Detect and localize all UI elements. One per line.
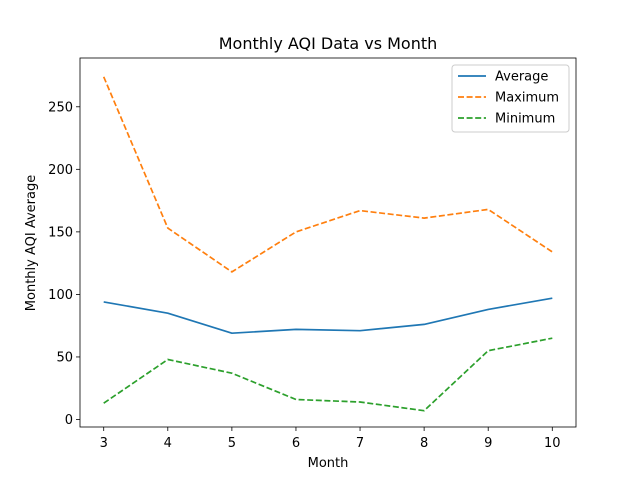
y-tick-label: 150 bbox=[48, 225, 73, 240]
series-line-average bbox=[103, 297, 553, 335]
x-tick-label: 6 bbox=[292, 436, 300, 451]
legend: Average Maximum Minimum bbox=[451, 64, 570, 133]
plot-area bbox=[79, 57, 577, 428]
y-tick-label: 0 bbox=[65, 413, 73, 428]
y-tick-label: 100 bbox=[48, 288, 73, 303]
y-axis-label: Monthly AQI Average bbox=[24, 175, 39, 311]
x-tick-label: 4 bbox=[164, 436, 172, 451]
series-line-maximum bbox=[102, 76, 553, 273]
y-tick-label: 250 bbox=[48, 100, 73, 115]
legend-label-average: Average bbox=[495, 70, 548, 85]
x-tick-label: 5 bbox=[228, 436, 236, 451]
plot-frame bbox=[79, 57, 577, 428]
x-axis-label: Month bbox=[308, 456, 349, 471]
x-tick-label: 3 bbox=[100, 436, 108, 451]
series-line-minimum bbox=[103, 337, 553, 412]
y-axis: 0 50 100 150 200 250 bbox=[48, 100, 80, 428]
x-tick-label: 9 bbox=[484, 436, 492, 451]
x-tick-label: 8 bbox=[420, 436, 428, 451]
y-tick-label: 200 bbox=[48, 163, 73, 178]
series-group bbox=[102, 76, 553, 412]
legend-label-maximum: Maximum bbox=[495, 91, 559, 106]
y-tick-label: 50 bbox=[56, 350, 73, 365]
chart-title: Monthly AQI Data vs Month bbox=[219, 34, 438, 53]
x-tick-label: 7 bbox=[356, 436, 364, 451]
x-axis: 3 4 5 6 7 8 9 10 bbox=[100, 427, 561, 451]
x-tick-label: 10 bbox=[544, 436, 561, 451]
legend-box bbox=[451, 64, 570, 133]
legend-label-minimum: Minimum bbox=[495, 112, 555, 127]
